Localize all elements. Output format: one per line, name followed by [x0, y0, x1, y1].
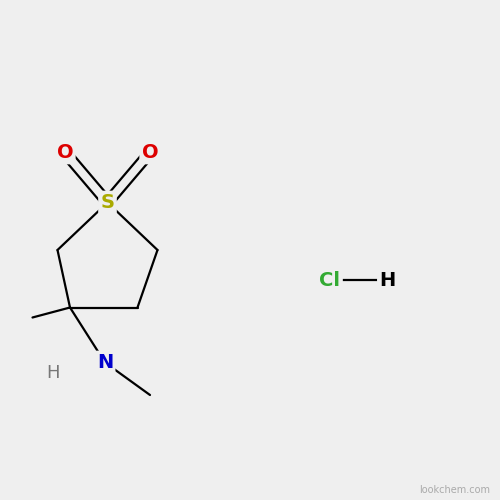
Text: O: O: [142, 143, 158, 162]
Text: Cl: Cl: [320, 270, 340, 289]
Text: O: O: [56, 143, 74, 162]
Text: H: H: [380, 270, 396, 289]
Text: S: S: [100, 193, 114, 212]
Text: lookchem.com: lookchem.com: [419, 485, 490, 495]
Text: H: H: [46, 364, 60, 382]
Text: N: N: [97, 353, 113, 372]
